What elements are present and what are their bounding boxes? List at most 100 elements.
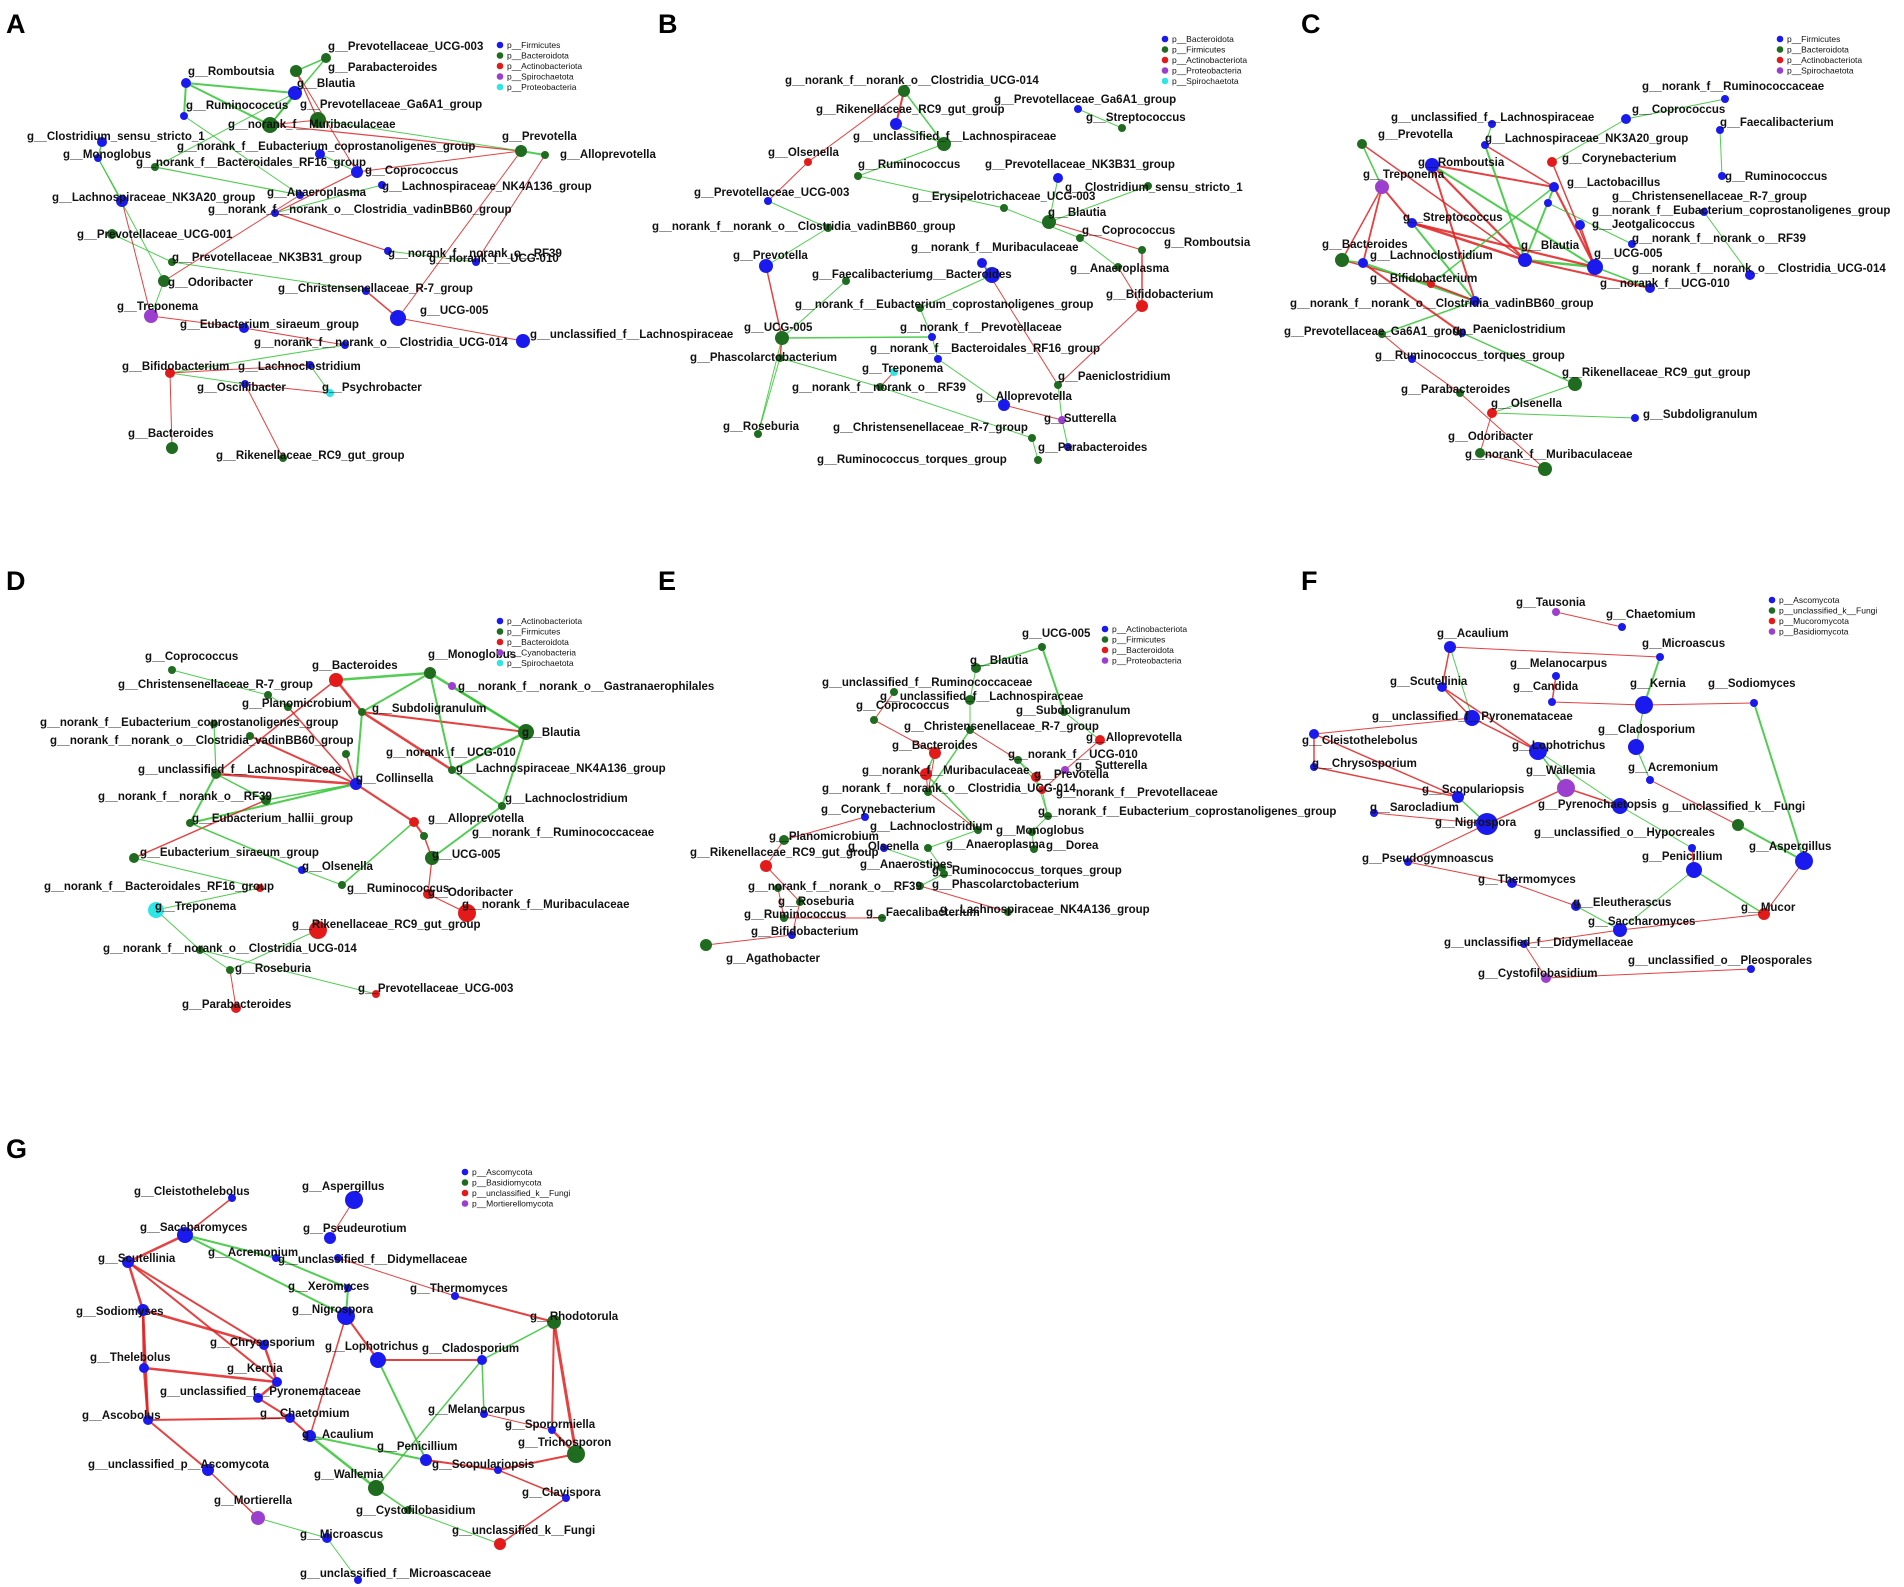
node-a-7[interactable]	[97, 137, 107, 147]
node-d-25[interactable]	[148, 902, 164, 918]
node-g-9[interactable]	[137, 1304, 149, 1316]
node-g-32[interactable]	[494, 1538, 506, 1550]
node-b-28[interactable]	[876, 383, 884, 391]
node-e-33[interactable]	[700, 939, 712, 951]
node-e-18[interactable]	[1028, 828, 1036, 836]
node-e-31[interactable]	[1004, 908, 1012, 916]
node-f-28[interactable]	[1613, 923, 1627, 937]
node-a-16[interactable]	[296, 191, 304, 199]
node-c-14[interactable]	[1575, 220, 1585, 230]
node-b-8[interactable]	[1144, 182, 1152, 190]
node-b-24[interactable]	[934, 355, 942, 363]
node-d-0[interactable]	[168, 666, 176, 674]
node-e-32[interactable]	[788, 931, 796, 939]
node-d-12[interactable]	[448, 766, 456, 774]
node-d-18[interactable]	[420, 832, 428, 840]
node-f-30[interactable]	[1541, 973, 1551, 983]
node-f-1[interactable]	[1618, 623, 1626, 631]
node-a-13[interactable]	[351, 166, 363, 178]
node-f-5[interactable]	[1437, 682, 1447, 692]
node-e-25[interactable]	[940, 870, 948, 878]
node-a-0[interactable]	[321, 53, 331, 63]
node-d-24[interactable]	[423, 889, 433, 899]
node-a-15[interactable]	[116, 195, 128, 207]
node-a-23[interactable]	[362, 287, 370, 295]
node-c-20[interactable]	[1745, 270, 1755, 280]
node-g-22[interactable]	[304, 1430, 316, 1442]
node-d-4[interactable]	[448, 682, 456, 690]
node-b-17[interactable]	[1114, 263, 1122, 271]
node-e-12[interactable]	[1031, 772, 1041, 782]
node-g-1[interactable]	[345, 1191, 363, 1209]
node-b-25[interactable]	[776, 354, 784, 362]
node-e-11[interactable]	[920, 768, 932, 780]
node-e-20[interactable]	[924, 844, 932, 852]
node-e-19[interactable]	[779, 835, 789, 845]
node-b-23[interactable]	[928, 333, 936, 341]
node-b-32[interactable]	[1028, 434, 1036, 442]
node-b-22[interactable]	[775, 331, 789, 345]
node-f-31[interactable]	[1747, 965, 1755, 973]
node-e-22[interactable]	[880, 844, 888, 852]
node-e-26[interactable]	[774, 884, 782, 892]
node-d-29[interactable]	[226, 966, 234, 974]
node-g-5[interactable]	[122, 1256, 134, 1268]
node-g-6[interactable]	[334, 1254, 342, 1262]
node-c-27[interactable]	[1568, 377, 1582, 391]
node-f-23[interactable]	[1404, 858, 1412, 866]
node-d-26[interactable]	[458, 904, 476, 922]
node-b-1[interactable]	[1074, 105, 1082, 113]
node-c-5[interactable]	[1481, 141, 1489, 149]
node-f-18[interactable]	[1612, 798, 1628, 814]
node-a-27[interactable]	[516, 334, 530, 348]
node-c-31[interactable]	[1475, 448, 1485, 458]
node-e-28[interactable]	[796, 898, 804, 906]
node-f-11[interactable]	[1628, 739, 1644, 755]
node-b-19[interactable]	[984, 267, 1000, 283]
node-e-6[interactable]	[966, 726, 974, 734]
node-f-12[interactable]	[1529, 742, 1547, 760]
node-b-12[interactable]	[824, 224, 832, 232]
node-g-21[interactable]	[548, 1426, 556, 1434]
node-f-16[interactable]	[1452, 791, 1464, 803]
node-c-17[interactable]	[1628, 240, 1636, 248]
node-a-5[interactable]	[180, 112, 188, 120]
node-c-30[interactable]	[1631, 414, 1639, 422]
node-b-5[interactable]	[804, 158, 812, 166]
node-f-25[interactable]	[1507, 878, 1517, 888]
node-f-19[interactable]	[1732, 819, 1744, 831]
node-a-12[interactable]	[151, 163, 159, 171]
node-b-9[interactable]	[764, 197, 772, 205]
node-b-15[interactable]	[977, 258, 987, 268]
node-f-27[interactable]	[1758, 908, 1770, 920]
node-f-10[interactable]	[1309, 729, 1319, 739]
node-a-19[interactable]	[384, 247, 392, 255]
node-c-3[interactable]	[1716, 126, 1724, 134]
node-g-24[interactable]	[420, 1454, 432, 1466]
node-f-13[interactable]	[1310, 763, 1318, 771]
node-e-15[interactable]	[861, 813, 869, 821]
node-a-24[interactable]	[144, 309, 158, 323]
node-e-1[interactable]	[971, 663, 981, 673]
node-e-4[interactable]	[1060, 708, 1068, 716]
node-g-12[interactable]	[259, 1340, 269, 1350]
node-e-29[interactable]	[780, 914, 788, 922]
node-b-34[interactable]	[1034, 456, 1042, 464]
node-c-6[interactable]	[1425, 158, 1439, 172]
node-c-32[interactable]	[1538, 462, 1552, 476]
node-b-10[interactable]	[1000, 204, 1008, 212]
node-g-18[interactable]	[480, 1410, 488, 1418]
node-d-23[interactable]	[338, 881, 346, 889]
node-d-21[interactable]	[298, 866, 306, 874]
node-f-8[interactable]	[1750, 699, 1758, 707]
node-d-30[interactable]	[372, 990, 380, 998]
node-b-31[interactable]	[754, 430, 762, 438]
node-c-10[interactable]	[1718, 172, 1726, 180]
node-e-13[interactable]	[924, 788, 932, 796]
node-b-30[interactable]	[1058, 416, 1066, 424]
node-b-2[interactable]	[890, 118, 902, 130]
node-a-33[interactable]	[166, 442, 178, 454]
node-g-27[interactable]	[368, 1480, 384, 1496]
node-a-17[interactable]	[271, 209, 279, 217]
node-d-19[interactable]	[129, 853, 139, 863]
